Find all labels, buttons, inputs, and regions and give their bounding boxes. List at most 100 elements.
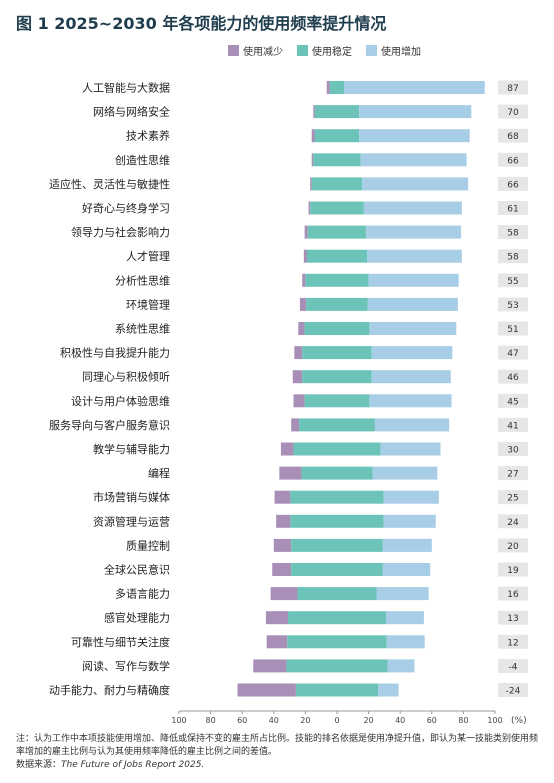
x-tick-label: 80 [458,716,468,725]
net-value-box [498,104,528,119]
net-value-label: 27 [507,470,518,480]
x-tick-label: 0 [334,716,339,725]
net-value-label: 66 [507,180,519,190]
bar-stable [302,370,372,384]
net-value-label: 58 [507,253,519,263]
bar-stable [304,322,370,335]
bar-stable [311,177,363,191]
bar-increase [366,225,462,239]
bar-increase [359,105,472,119]
net-value-box [498,128,528,143]
category-label: 适应性、灵活性与敏捷性 [49,177,170,191]
bar-decrease [303,249,307,263]
bar-increase [385,611,424,625]
bar-decrease [265,611,289,625]
bar-decrease [302,273,306,287]
bar-decrease [273,538,292,552]
bar-decrease [253,659,287,673]
source-title: The Future of Jobs Report 2025. [61,760,205,770]
net-value-box [498,393,528,408]
bar-stable [314,129,360,143]
bar-increase [367,249,462,263]
bar-increase [368,273,459,287]
bar-decrease [326,81,330,94]
chart-title: 图 1 2025~2030 年各项能力的使用频率提升情况 [16,14,387,33]
net-value-box [498,345,528,360]
net-value-box [498,321,528,336]
bar-decrease [266,635,288,649]
net-value-label: 47 [507,349,518,359]
x-tick-label: 100 [171,716,186,725]
x-tick-label: 20 [300,716,310,725]
net-value-label: 61 [507,205,518,215]
bar-increase [371,370,451,384]
bar-stable [313,153,361,167]
x-tick-label: 80 [206,716,216,725]
legend-label-stable: 使用稳定 [312,47,352,58]
net-value-box [498,369,528,384]
bar-stable [301,466,373,480]
legend-swatch-decrease [228,45,239,56]
bar-stable [291,563,383,576]
category-label: 资源管理与运营 [93,514,170,528]
bar-stable [329,81,345,94]
bar-increase [359,129,470,143]
category-label: 质量控制 [126,538,170,552]
x-axis-unit: (%) [511,716,527,726]
category-label: 阅读、写作与数学 [82,659,170,673]
legend-label-decrease: 使用减少 [243,47,283,58]
legend-item-decrease: 使用减少 [228,43,283,58]
net-value-box [498,514,528,529]
bar-increase [363,201,462,215]
bar-increase [386,635,425,649]
footnote: 注：认为工作中本项技能使用增加、降低或保持不变的雇主所占比例。技能的排名依据是使… [16,733,541,772]
bar-decrease [276,514,291,528]
category-label: 环境管理 [126,297,170,311]
bar-decrease [310,177,312,191]
bar-increase [367,297,458,311]
net-value-box [498,201,528,215]
net-value-box [498,417,528,432]
net-value-box [498,297,528,312]
net-value-label: 16 [507,590,519,600]
category-label: 技术素养 [126,129,170,143]
net-value-label: 46 [507,373,519,383]
bar-increase [362,177,469,191]
net-value-label: -24 [506,687,521,697]
category-label: 积极性与自我提升能力 [60,346,170,360]
legend-item-increase: 使用增加 [366,43,421,58]
category-label: 好奇心与终身学习 [82,201,170,215]
net-value-label: 19 [507,566,519,576]
bar-increase [387,659,415,673]
net-value-box [498,152,528,167]
bar-stable [287,635,387,649]
footnote-note: 注：认为工作中本项技能使用增加、降低或保持不变的雇主所占比例。技能的排名依据是使… [16,734,539,757]
footnote-source: 数据来源：The Future of Jobs Report 2025. [16,759,541,772]
x-tick-label: 40 [395,716,405,725]
bar-decrease [293,394,305,408]
net-value-label: 12 [507,638,518,648]
bar-increase [369,394,452,408]
category-label: 多语言能力 [115,587,170,601]
category-label: 动手能力、耐力与精确度 [49,683,170,697]
net-value-label: 25 [507,494,518,504]
category-label: 同理心与积极倾听 [82,370,170,384]
x-tick-label: 60 [237,716,247,725]
x-tick-label: 40 [269,716,279,725]
net-value-label: 53 [507,301,518,311]
bar-stable [314,105,360,119]
net-value-label: 68 [507,132,519,142]
net-value-label: 20 [507,542,519,552]
bar-decrease [298,322,305,335]
legend-swatch-stable [297,45,308,56]
bar-stable [302,346,372,360]
bar-decrease [294,346,303,360]
net-value-box [498,634,528,649]
net-value-box [498,538,528,553]
net-value-label: 58 [507,229,519,239]
net-value-label: 55 [507,277,518,287]
category-label: 领导力与社会影响力 [71,225,170,239]
net-value-label: 66 [507,156,519,166]
net-value-box [498,442,528,456]
bar-increase [360,153,467,167]
